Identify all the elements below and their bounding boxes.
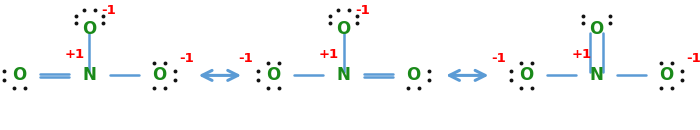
Text: +1: +1 [64,48,84,61]
Text: O: O [337,20,351,38]
Text: -1: -1 [239,52,253,65]
Text: +1: +1 [318,48,339,61]
Text: O: O [12,66,27,84]
Text: -1: -1 [179,52,195,65]
Text: O: O [153,66,167,84]
Text: +1: +1 [571,48,592,61]
Text: -1: -1 [102,4,116,17]
Text: O: O [519,66,533,84]
Text: N: N [83,66,97,84]
Text: N: N [589,66,603,84]
Text: O: O [267,66,281,84]
Text: O: O [589,20,603,38]
Text: O: O [659,66,673,84]
Text: O: O [407,66,421,84]
Text: N: N [337,66,351,84]
Text: -1: -1 [687,52,700,65]
Text: -1: -1 [356,4,370,17]
Text: O: O [82,20,97,38]
Text: -1: -1 [491,52,506,65]
